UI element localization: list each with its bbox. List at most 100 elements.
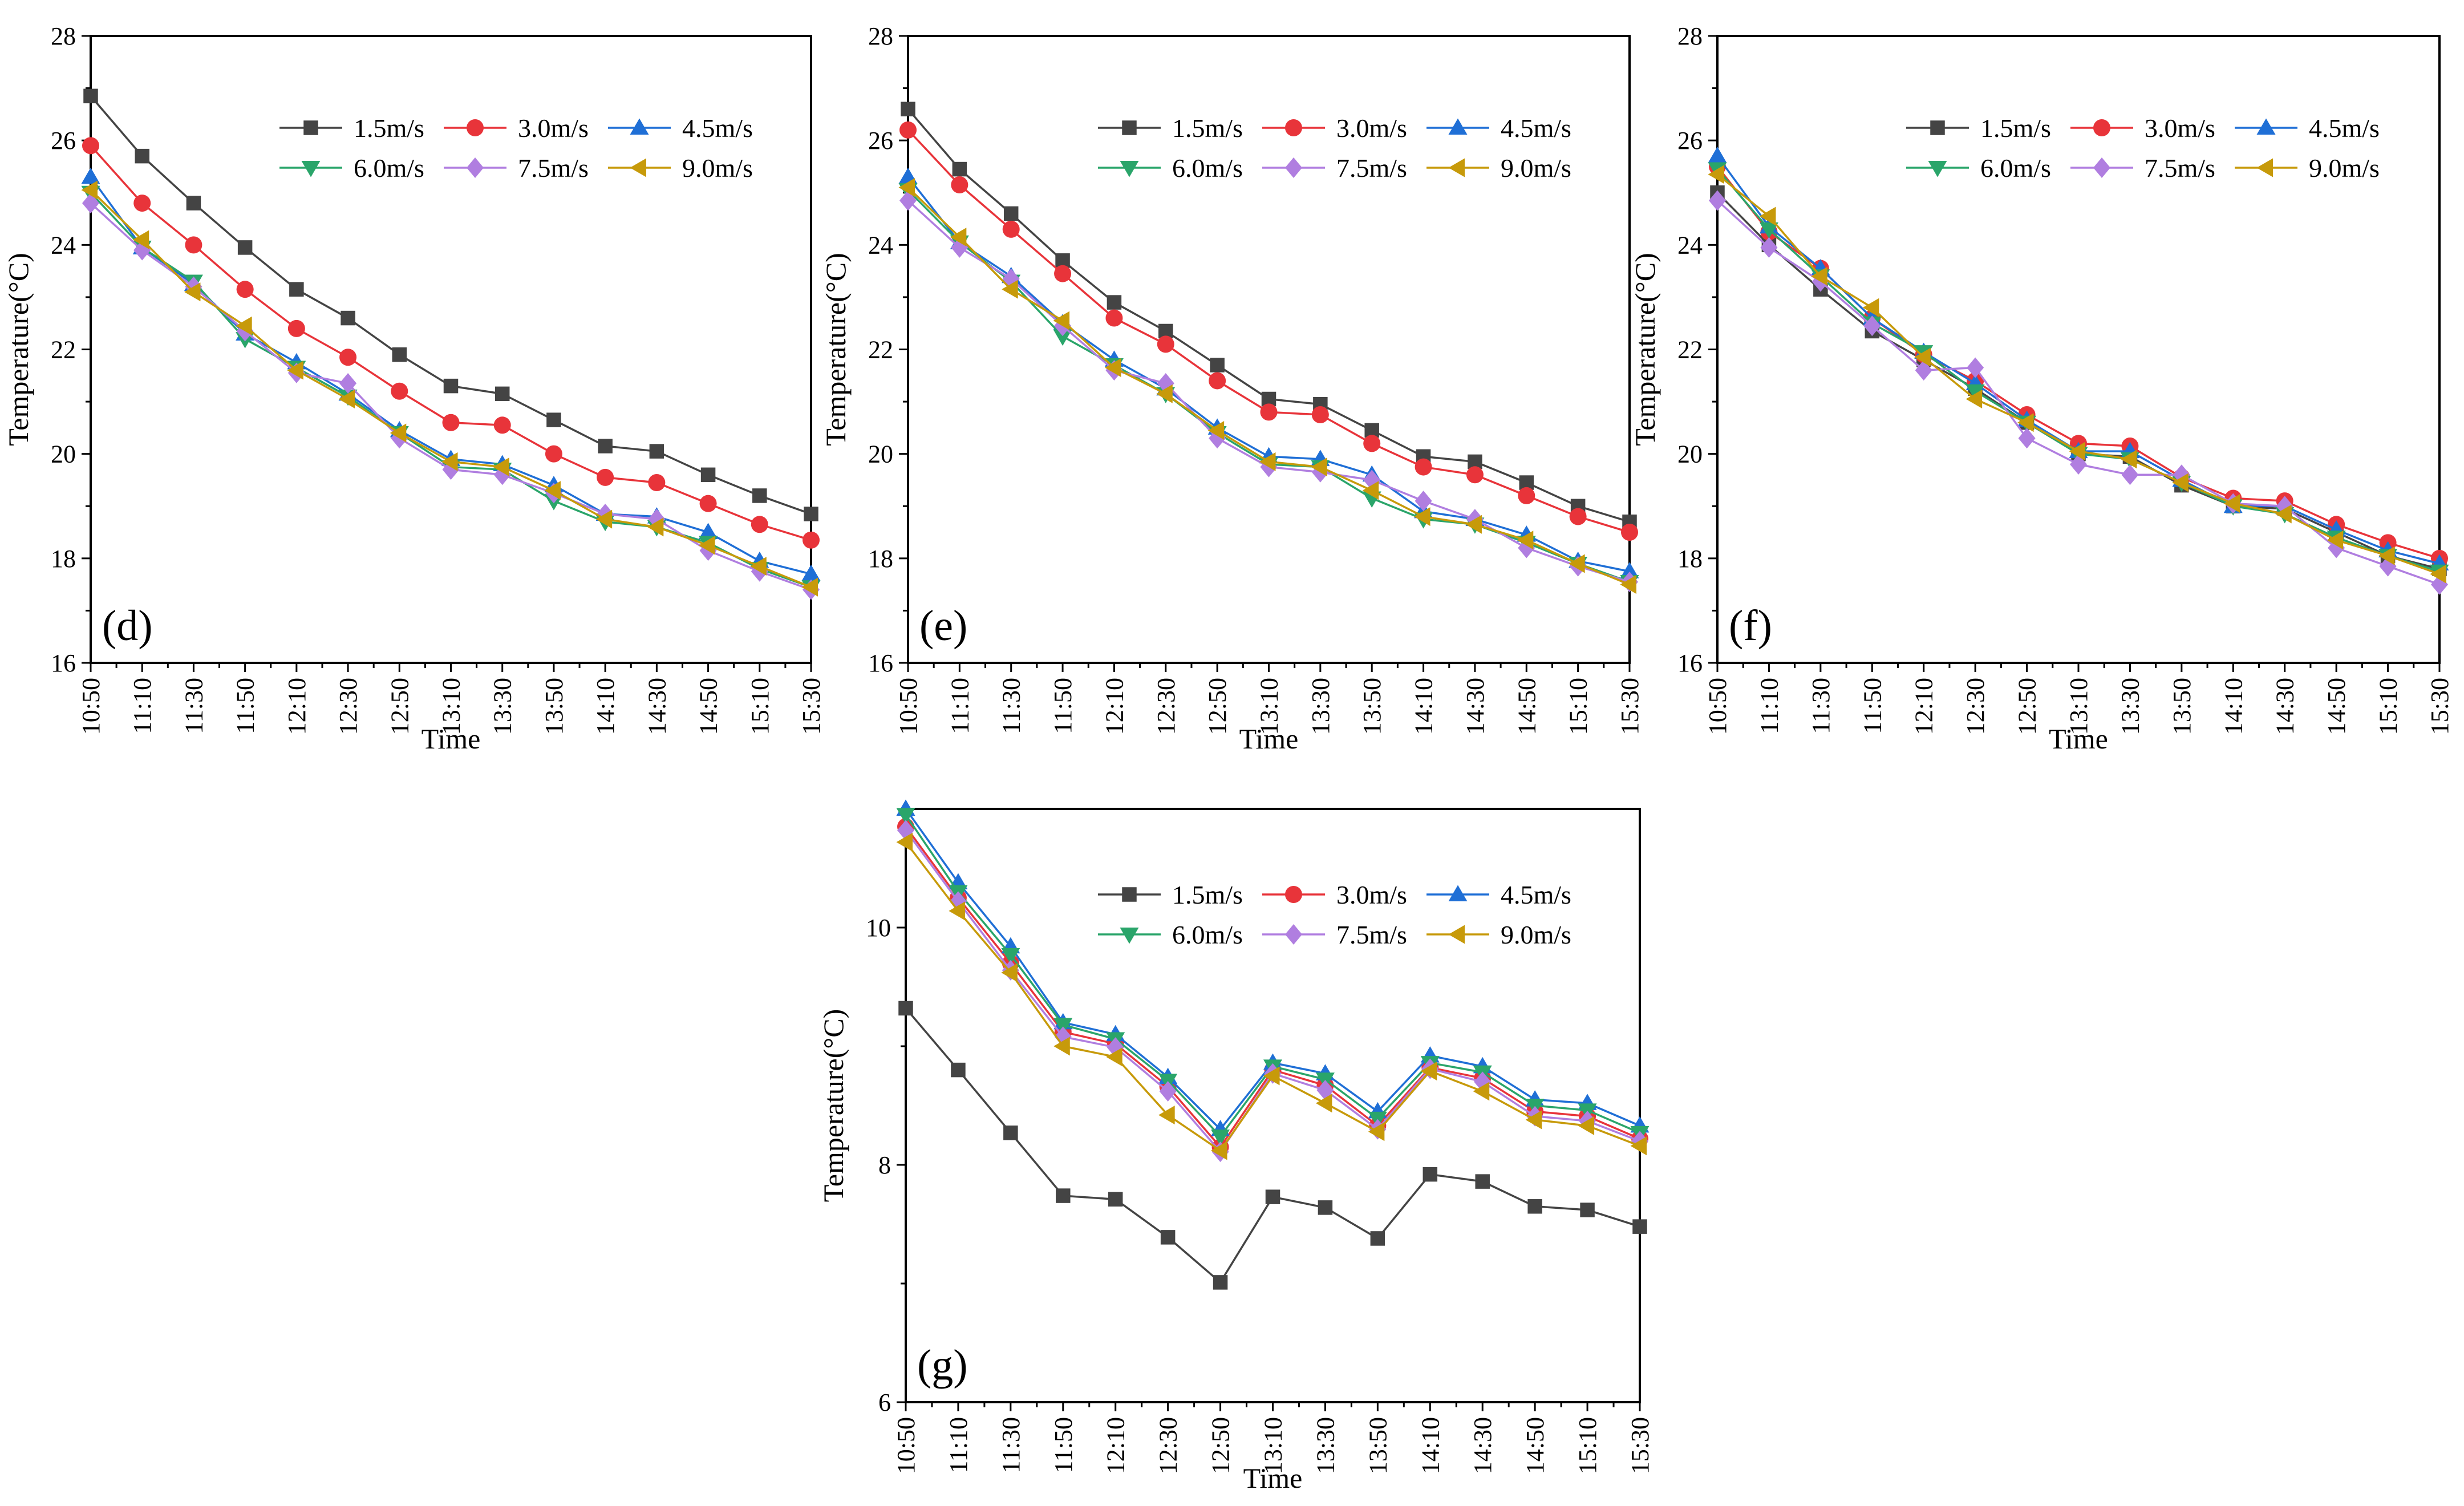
data-point (1967, 357, 1984, 378)
legend-label: 4.5m/s (1501, 880, 1571, 909)
y-tick-label: 8 (878, 1151, 891, 1179)
panel-label: (d) (102, 602, 153, 650)
data-point (1466, 466, 1484, 484)
y-tick-label: 20 (868, 440, 893, 468)
data-point (1056, 1188, 1071, 1203)
legend-label: 3.0m/s (1336, 880, 1407, 909)
legend-marker (2256, 158, 2273, 177)
data-point (699, 523, 718, 540)
legend-label: 7.5m/s (518, 153, 589, 183)
data-point (1108, 1192, 1123, 1207)
legend-label: 3.0m/s (1336, 114, 1407, 143)
data-point (949, 901, 965, 921)
series-9.0m/s (896, 832, 1647, 1160)
x-tick-label: 13:50 (540, 678, 568, 735)
data-point (81, 180, 98, 200)
x-tick-label: 15:30 (797, 678, 825, 735)
data-point (2121, 464, 2139, 485)
x-tick-label: 13:10 (1255, 678, 1283, 735)
legend-marker (1120, 928, 1139, 944)
data-point (2069, 442, 2085, 461)
data-point (1311, 458, 1327, 477)
data-point (1620, 562, 1639, 578)
data-point (595, 509, 613, 529)
x-tick-label: 14:10 (1416, 1417, 1444, 1474)
x-tick-label: 14:30 (1469, 1417, 1497, 1474)
data-point (1527, 1199, 1542, 1214)
x-tick-label: 11:10 (945, 1417, 972, 1473)
x-tick-label: 13:50 (1358, 678, 1386, 735)
data-point (801, 564, 821, 581)
data-point (1415, 458, 1432, 476)
data-point (1106, 1047, 1122, 1067)
data-point (950, 228, 967, 247)
legend-marker (2093, 119, 2110, 136)
data-point (1621, 524, 1638, 541)
x-axis-title: Time (1239, 723, 1299, 755)
legend: 1.5m/s 3.0m/s 4.5m/s 6.0m/s 7.5m/s 9.0m/s (1906, 114, 2380, 183)
y-tick-label: 20 (1677, 440, 1703, 468)
x-tick-label: 14:10 (2219, 678, 2247, 735)
x-tick-label: 12:50 (386, 678, 414, 735)
x-tick-label: 13:30 (1311, 1417, 1339, 1474)
data-point (1002, 220, 1020, 238)
y-tick-label: 20 (51, 440, 76, 468)
data-point (2120, 450, 2137, 469)
data-point (901, 102, 915, 116)
data-point (1759, 222, 1778, 239)
x-tick-label: 11:30 (998, 678, 1026, 734)
data-point (392, 347, 407, 362)
data-point (1003, 1126, 1018, 1140)
series-4.5m/s (81, 167, 821, 581)
data-point (1105, 309, 1123, 327)
x-tick-label: 10:50 (77, 678, 105, 735)
x-tick-label: 15:10 (746, 678, 774, 735)
legend-marker (630, 118, 649, 135)
data-point (1260, 403, 1278, 421)
data-point (184, 282, 201, 302)
y-axis-title: Temperature(°C) (820, 253, 852, 446)
series-1.5m/s (901, 102, 1637, 529)
data-point (1362, 481, 1379, 500)
chart-panel-4: 6 8 10 10:50 11:10 11:30 11:50 12:10 12:30 12:50 1… (817, 799, 1654, 1494)
legend-label: 9.0m/s (1501, 920, 1571, 949)
x-tick-label: 11:50 (1049, 1417, 1077, 1473)
series-line (907, 189, 1630, 583)
legend-label: 7.5m/s (1336, 153, 1407, 183)
x-tick-label: 11:50 (1858, 678, 1886, 734)
series-3.0m/s (82, 137, 820, 549)
legend-marker (1448, 118, 1468, 135)
data-point (1578, 1116, 1595, 1135)
legend-label: 6.0m/s (1172, 920, 1243, 949)
data-point (1053, 311, 1070, 330)
data-point (751, 516, 768, 533)
data-point (1053, 329, 1072, 346)
series-9.0m/s (1708, 165, 2446, 584)
y-axis-title: Temperature(°C) (817, 1009, 849, 1203)
data-point (1708, 165, 1724, 184)
series-1.5m/s (83, 88, 818, 521)
data-point (81, 167, 100, 184)
y-tick-label: 6 (878, 1388, 891, 1416)
legend-marker (1448, 885, 1468, 901)
x-tick-label: 13:50 (2168, 678, 2196, 735)
chart-panel-2: 16 18 20 22 24 26 28 10:50 11:10 11:30 11:50 12:10 1… (820, 22, 1644, 755)
y-tick-label: 24 (868, 231, 893, 259)
data-point (493, 458, 509, 477)
x-tick-label: 11:50 (232, 678, 260, 734)
data-point (1914, 347, 1931, 367)
y-tick-label: 10 (866, 914, 891, 942)
data-point (132, 230, 149, 249)
y-tick-label: 18 (868, 545, 893, 573)
x-axis-title: Time (422, 723, 481, 755)
legend-label: 1.5m/s (1172, 114, 1243, 143)
data-point (951, 1062, 966, 1078)
series-line (1716, 168, 2440, 573)
data-point (185, 236, 202, 254)
data-point (899, 121, 917, 139)
y-tick-label: 24 (51, 231, 76, 259)
data-point (338, 390, 355, 409)
data-point (133, 240, 151, 261)
legend-marker (1122, 120, 1137, 135)
x-tick-label: 15:10 (1574, 1417, 1602, 1474)
